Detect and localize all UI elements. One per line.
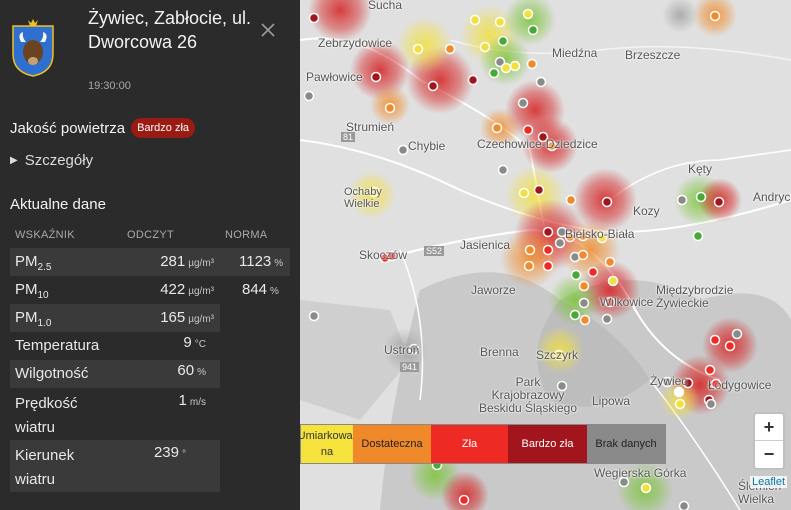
station-name: Żywiec, Zabłocie, ul. Dworcowa 26 [88,8,252,52]
table-row-humidity: Wilgotność 60% [10,360,220,388]
reading-value: 60% [177,362,206,379]
place-label: Skoczów [359,248,408,262]
place-label: Chybie [408,139,446,153]
table-row-pm25: PM2.5 281 µg/m³ 1123% [10,248,290,276]
air-quality-label: Jakość powietrza [10,119,126,137]
place-label: Jaworze [471,283,516,297]
indicator-name: PM1.0 [15,309,52,329]
details-label: Szczegóły [24,152,94,169]
air-quality-map[interactable]: Sucha Zebrzydowice Pawłowice Strumień Mi… [300,0,791,510]
measurement-time: 19:30:00 [88,80,131,92]
indicator-name: PM2.5 [15,253,52,273]
place-label: Sucha [368,0,403,12]
place-label: Kęty [688,162,713,176]
zoom-out-button[interactable]: − [763,444,775,464]
table-row-pm1: PM1.0 165 µg/m³ [10,304,220,332]
table-row-wind-speed: Prędkość wiatru 1 m/s [10,388,220,440]
station-panel: Żywiec, Zabłocie, ul. Dworcowa 26 19:30:… [0,0,300,510]
details-toggle[interactable]: ▶ Szczegóły [10,152,93,169]
place-label: Lipowa [592,394,631,408]
place-label: Łodygowice [708,378,772,392]
map-base-layer [300,0,791,510]
indicator-name: PM10 [15,281,49,301]
road-label: 941 [400,362,420,372]
reading-value: 281 µg/m³ [160,253,214,270]
city-crest-icon [12,19,54,77]
place-label: Wilkowice [600,295,654,309]
reading-value: 165 µg/m³ [160,309,214,326]
place-label: Pawłowice [306,70,363,84]
column-header-indicator: WSKAŹNIK [15,229,75,241]
road-label: 81 [341,132,356,142]
reading-value: 9 °C [183,334,206,351]
column-header-norm: NORMA [225,229,268,241]
zoom-in-button[interactable]: + [755,414,783,441]
place-label: Szczyrk [536,348,578,362]
table-row-pm10: PM10 422 µg/m³ 844% [10,276,290,304]
place-label: Ochaby Wielkie [344,186,382,210]
indicator-name: Temperatura [15,337,100,354]
legend-item-moderate: Umiarkowa-na [300,425,356,463]
table-row-temperature: Temperatura 9 °C [10,332,220,360]
place-label: Żywiec [650,374,688,388]
road-label: S52 [424,246,445,256]
air-quality-legend: Umiarkowa-na Dostateczna Zła Bardzo zła … [300,424,666,464]
place-label: Park Krajobrazowy Beskidu Śląskiego [478,375,578,415]
place-label: Brzeszcze [625,48,681,62]
place-label: Bielsko-Biała [565,227,635,241]
table-row-wind-direction: Kierunek wiatru 239 ° [10,440,220,492]
zoom-control: + − [753,412,785,470]
place-label: Ustroń [384,343,420,357]
place-label: Wegierska Górka [594,466,687,480]
legend-item-very-bad: Bardzo zła [508,425,587,463]
current-data-title: Aktualne dane [10,196,106,213]
reading-value: 422 µg/m³ [160,281,214,298]
place-label: Kozy [633,204,660,218]
indicator-name: Kierunek wiatru [15,447,75,488]
indicator-name: Prędkość wiatru [15,395,78,436]
place-label: Andrychów [753,190,791,204]
place-label: Brenna [480,345,519,359]
place-label: Jasienica [460,238,511,252]
norm-value: 844% [242,281,279,298]
legend-item-bad: Zła [431,425,508,463]
air-quality-badge: Bardzo zła [131,118,196,138]
reading-value: 239 ° [153,444,186,461]
place-label: Czechowice-Dziedzice [477,137,598,151]
close-icon[interactable] [258,20,278,40]
indicator-name: Wilgotność [15,365,89,382]
air-quality-row: Jakość powietrza Bardzo zła [10,118,196,138]
place-label: Strumień [346,120,395,134]
place-label: Zebrzydowice [318,36,393,50]
place-label: Międzybrodzie Żywieckie [656,283,734,310]
column-header-reading: ODCZYT [127,229,175,241]
legend-item-no-data: Brak danych [587,425,665,463]
disclosure-triangle-icon: ▶ [10,155,18,166]
legend-item-sufficient: Dostateczna [353,425,431,463]
norm-value: 1123% [239,253,284,270]
place-label: Miedźna [552,46,598,60]
map-attribution-link[interactable]: Leaflet [749,476,787,488]
reading-value: 1 m/s [178,392,206,409]
